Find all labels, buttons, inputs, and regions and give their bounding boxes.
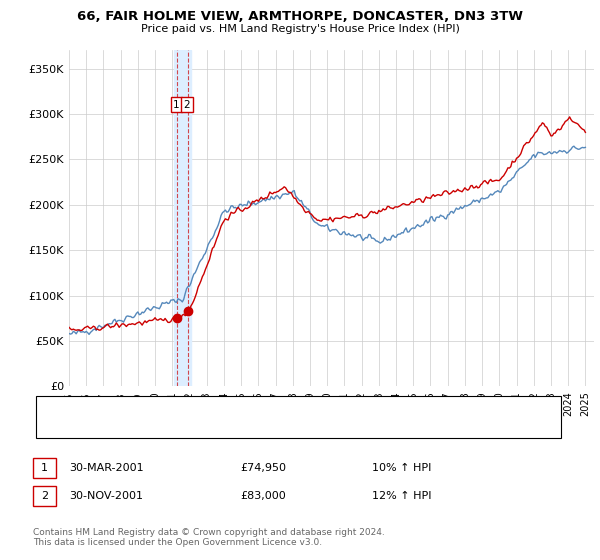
Text: 66, FAIR HOLME VIEW, ARMTHORPE, DONCASTER, DN3 3TW: 66, FAIR HOLME VIEW, ARMTHORPE, DONCASTE… [77, 10, 523, 23]
Bar [174, 50, 191, 386]
Text: 10% ↑ HPI: 10% ↑ HPI [372, 463, 431, 473]
Text: 1: 1 [173, 100, 180, 110]
Text: 30-NOV-2001: 30-NOV-2001 [69, 491, 143, 501]
Text: £83,000: £83,000 [240, 491, 286, 501]
Text: 1: 1 [41, 463, 48, 473]
Text: ─────: ───── [45, 422, 79, 432]
Text: Price paid vs. HM Land Registry's House Price Index (HPI): Price paid vs. HM Land Registry's House … [140, 24, 460, 34]
Text: HPI: Average price, detached house, Doncaster: HPI: Average price, detached house, Donc… [87, 422, 323, 432]
Text: 12% ↑ HPI: 12% ↑ HPI [372, 491, 431, 501]
Text: £74,950: £74,950 [240, 463, 286, 473]
Text: 30-MAR-2001: 30-MAR-2001 [69, 463, 143, 473]
Text: 2: 2 [184, 100, 190, 110]
Text: 2: 2 [41, 491, 48, 501]
Text: 66, FAIR HOLME VIEW, ARMTHORPE, DONCASTER, DN3 3TW (detached house): 66, FAIR HOLME VIEW, ARMTHORPE, DONCASTE… [87, 403, 476, 413]
Text: Contains HM Land Registry data © Crown copyright and database right 2024.
This d: Contains HM Land Registry data © Crown c… [33, 528, 385, 547]
Text: ─────: ───── [45, 403, 79, 413]
